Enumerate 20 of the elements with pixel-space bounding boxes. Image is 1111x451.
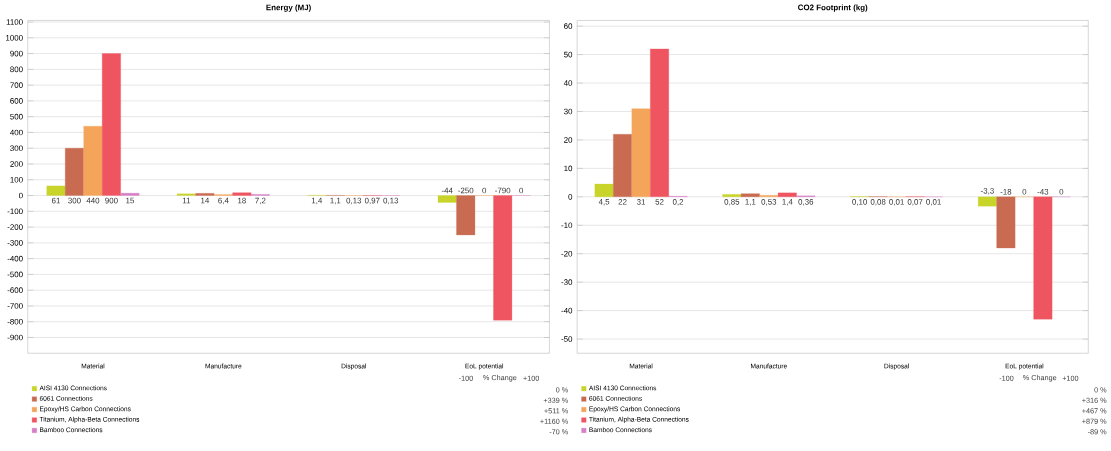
bar — [65, 148, 84, 196]
bar — [195, 193, 215, 196]
bar — [777, 192, 797, 197]
bar — [613, 134, 632, 197]
bar — [631, 108, 651, 197]
bar — [456, 195, 476, 236]
bar — [996, 196, 1016, 249]
bar — [102, 53, 121, 196]
bar — [650, 48, 669, 197]
bar — [120, 193, 140, 196]
bar — [740, 193, 760, 197]
bar — [46, 185, 66, 196]
bar — [594, 183, 614, 197]
bar — [1033, 196, 1053, 320]
bar — [722, 194, 742, 197]
bar — [83, 126, 103, 196]
bar — [493, 195, 513, 321]
bar — [978, 196, 997, 207]
bar — [437, 195, 457, 203]
bar — [232, 192, 252, 196]
